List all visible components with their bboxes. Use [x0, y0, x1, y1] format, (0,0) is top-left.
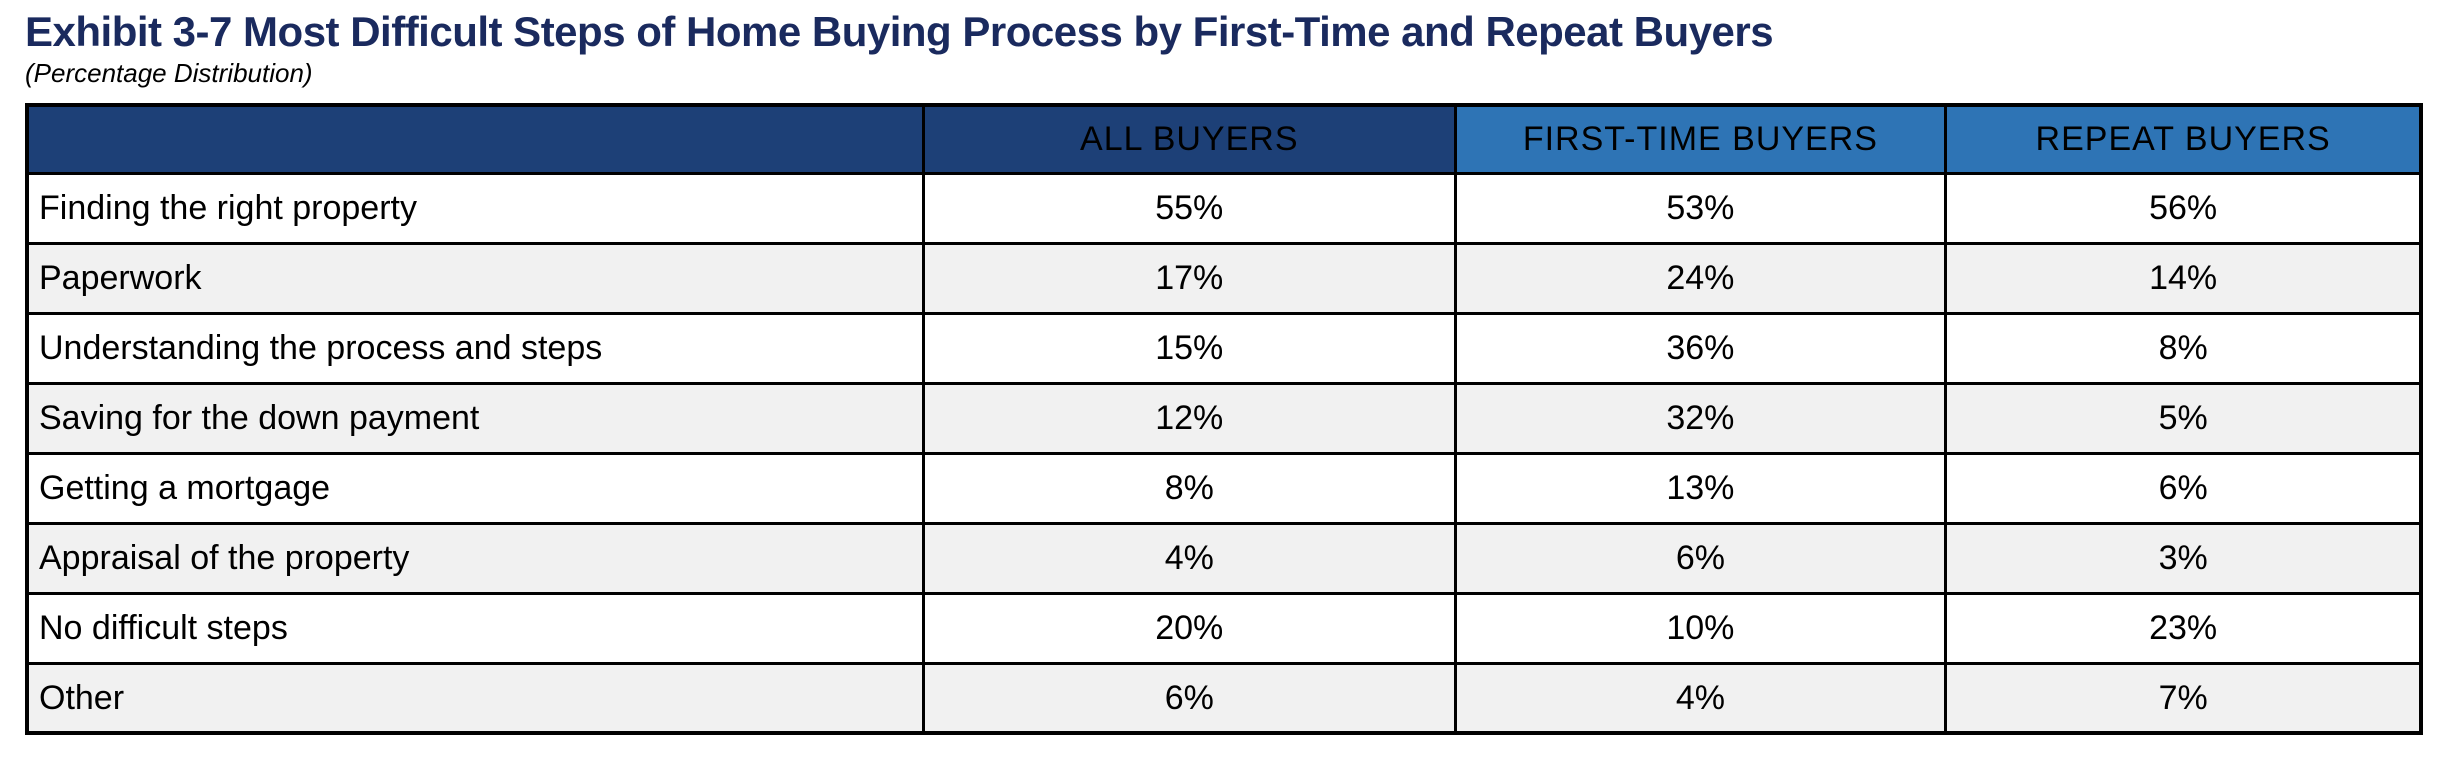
cell-all-buyers: 15% [922, 311, 1457, 385]
cell-first-time-buyers: 32% [1453, 381, 1948, 455]
table-row: Understanding the process and steps 15% … [25, 311, 2423, 385]
header-cell-all-buyers: ALL BUYERS [922, 103, 1457, 175]
row-label: Finding the right property [25, 171, 926, 245]
table-row: Finding the right property 55% 53% 56% [25, 171, 2423, 245]
cell-all-buyers: 55% [922, 171, 1457, 245]
table-row: No difficult steps 20% 10% 23% [25, 591, 2423, 665]
cell-repeat-buyers: 6% [1944, 451, 2423, 525]
cell-all-buyers: 4% [922, 521, 1457, 595]
table-row: Paperwork 17% 24% 14% [25, 241, 2423, 315]
cell-repeat-buyers: 56% [1944, 171, 2423, 245]
header-cell-empty [25, 103, 926, 175]
cell-all-buyers: 20% [922, 591, 1457, 665]
cell-repeat-buyers: 23% [1944, 591, 2423, 665]
row-label: Getting a mortgage [25, 451, 926, 525]
cell-first-time-buyers: 4% [1453, 661, 1948, 735]
cell-first-time-buyers: 10% [1453, 591, 1948, 665]
row-label: No difficult steps [25, 591, 926, 665]
cell-repeat-buyers: 7% [1944, 661, 2423, 735]
row-label: Paperwork [25, 241, 926, 315]
row-label: Understanding the process and steps [25, 311, 926, 385]
header-cell-repeat-buyers: REPEAT BUYERS [1944, 103, 2423, 175]
cell-repeat-buyers: 14% [1944, 241, 2423, 315]
cell-all-buyers: 12% [922, 381, 1457, 455]
cell-repeat-buyers: 5% [1944, 381, 2423, 455]
cell-first-time-buyers: 24% [1453, 241, 1948, 315]
exhibit-page: Exhibit 3-7 Most Difficult Steps of Home… [25, 8, 2423, 736]
cell-first-time-buyers: 13% [1453, 451, 1948, 525]
cell-all-buyers: 6% [922, 661, 1457, 735]
row-label: Appraisal of the property [25, 521, 926, 595]
difficult-steps-table: ALL BUYERS FIRST-TIME BUYERS REPEAT BUYE… [25, 103, 2423, 736]
header-cell-first-time-buyers: FIRST-TIME BUYERS [1453, 103, 1948, 175]
table-row: Getting a mortgage 8% 13% 6% [25, 451, 2423, 525]
cell-all-buyers: 17% [922, 241, 1457, 315]
page-subtitle: (Percentage Distribution) [25, 58, 313, 89]
row-label: Other [25, 661, 926, 735]
cell-first-time-buyers: 53% [1453, 171, 1948, 245]
cell-first-time-buyers: 6% [1453, 521, 1948, 595]
table-row: Other 6% 4% 7% [25, 661, 2423, 735]
cell-repeat-buyers: 8% [1944, 311, 2423, 385]
cell-all-buyers: 8% [922, 451, 1457, 525]
table-body: Finding the right property 55% 53% 56% P… [25, 171, 2423, 735]
page-title: Exhibit 3-7 Most Difficult Steps of Home… [25, 8, 1774, 55]
table-row: Saving for the down payment 12% 32% 5% [25, 381, 2423, 455]
table-row: Appraisal of the property 4% 6% 3% [25, 521, 2423, 595]
row-label: Saving for the down payment [25, 381, 926, 455]
cell-repeat-buyers: 3% [1944, 521, 2423, 595]
table-header-row: ALL BUYERS FIRST-TIME BUYERS REPEAT BUYE… [25, 103, 2423, 175]
cell-first-time-buyers: 36% [1453, 311, 1948, 385]
